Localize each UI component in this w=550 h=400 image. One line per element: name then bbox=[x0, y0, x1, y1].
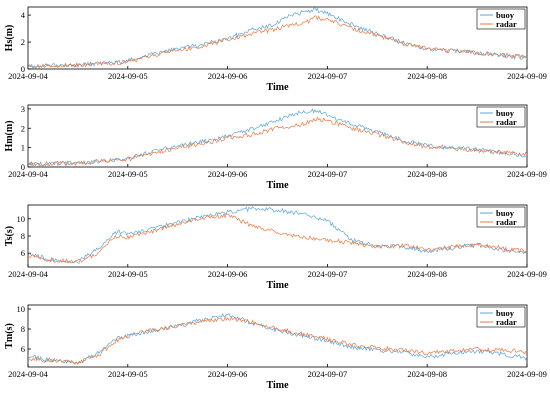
series-line-radar bbox=[28, 116, 527, 167]
x-axis-title: Time bbox=[266, 82, 289, 93]
series-line-radar bbox=[28, 213, 527, 264]
x-tick-label: 2024-09-08 bbox=[407, 269, 447, 279]
plot-frame bbox=[27, 204, 528, 268]
x-tick-label: 2024-09-07 bbox=[308, 369, 348, 379]
legend-label-radar: radar bbox=[496, 217, 517, 227]
legend-label-buoy: buoy bbox=[496, 208, 515, 218]
x-tick-label: 2024-09-05 bbox=[108, 71, 148, 81]
legend-label-radar: radar bbox=[496, 317, 517, 327]
y-tick-label: 8 bbox=[21, 324, 25, 334]
x-tick-label: 2024-09-07 bbox=[308, 169, 348, 179]
legend-label-radar: radar bbox=[496, 117, 517, 127]
y-tick-label: 2 bbox=[21, 123, 25, 133]
x-axis-title: Time bbox=[266, 280, 289, 291]
series-line-radar bbox=[28, 315, 527, 366]
x-tick-label: 2024-09-04 bbox=[8, 71, 48, 81]
y-tick-label: 3 bbox=[21, 104, 25, 114]
x-tick-label: 2024-09-09 bbox=[507, 369, 547, 379]
x-tick-label: 2024-09-07 bbox=[308, 269, 348, 279]
x-tick-label: 2024-09-07 bbox=[308, 71, 348, 81]
series-line-buoy bbox=[28, 205, 527, 264]
y-tick-label: 4 bbox=[21, 10, 26, 20]
panel-4: 6 8 10 2024-09-04 2024-09-05 2024-09-06 2024-0… bbox=[4, 304, 547, 391]
legend-label-buoy: buoy bbox=[496, 108, 515, 118]
y-axis-title: Ts(s) bbox=[4, 226, 15, 246]
y-axis-title: Hm(m) bbox=[4, 120, 15, 151]
x-tick-label: 2024-09-09 bbox=[507, 71, 547, 81]
x-tick-label: 2024-09-05 bbox=[108, 269, 148, 279]
x-tick-label: 2024-09-05 bbox=[108, 369, 148, 379]
y-tick-label: 10 bbox=[17, 304, 26, 314]
y-tick-label: 10 bbox=[17, 214, 26, 224]
y-axis-title: Tm(s) bbox=[4, 323, 15, 349]
y-tick-label: 0 bbox=[21, 162, 25, 172]
x-axis-title: Time bbox=[266, 180, 289, 191]
plot-frame bbox=[27, 304, 528, 368]
panel-3: 6 8 10 2024-09-04 2024-09-05 2024-09-06 2024-0… bbox=[4, 204, 547, 291]
panel-1: 0 2 4 2024-09-04 2024-09-05 2024-09-06 2024-09… bbox=[4, 6, 547, 93]
y-tick-label: 6 bbox=[21, 344, 25, 354]
y-tick-label: 2 bbox=[21, 37, 25, 47]
x-tick-label: 2024-09-04 bbox=[8, 269, 48, 279]
x-tick-label: 2024-09-06 bbox=[208, 71, 248, 81]
legend-label-buoy: buoy bbox=[496, 308, 515, 318]
x-tick-label: 2024-09-08 bbox=[407, 369, 447, 379]
y-axis-title: Hs(m) bbox=[4, 25, 15, 52]
series-line-buoy bbox=[28, 108, 527, 167]
series-line-buoy bbox=[28, 313, 527, 365]
x-tick-label: 2024-09-06 bbox=[208, 169, 248, 179]
legend-label-radar: radar bbox=[496, 19, 517, 29]
y-tick-label: 8 bbox=[21, 231, 25, 241]
x-axis-title: Time bbox=[266, 380, 289, 391]
x-tick-label: 2024-09-04 bbox=[8, 169, 48, 179]
x-tick-label: 2024-09-08 bbox=[407, 71, 447, 81]
x-tick-label: 2024-09-09 bbox=[507, 169, 547, 179]
x-tick-label: 2024-09-09 bbox=[507, 269, 547, 279]
x-tick-label: 2024-09-05 bbox=[108, 169, 148, 179]
series-line-radar bbox=[28, 15, 527, 69]
y-tick-label: 1 bbox=[21, 143, 25, 153]
x-tick-label: 2024-09-04 bbox=[8, 369, 48, 379]
y-tick-label: 0 bbox=[21, 64, 25, 74]
plot-frame bbox=[27, 104, 528, 168]
legend-label-buoy: buoy bbox=[496, 10, 515, 20]
series-line-buoy bbox=[28, 7, 527, 69]
x-tick-label: 2024-09-08 bbox=[407, 169, 447, 179]
panel-2: 0 1 2 3 2024-09-04 2024-09-05 2024-09-06 2024-0… bbox=[4, 104, 547, 191]
x-tick-label: 2024-09-06 bbox=[208, 269, 248, 279]
plot-frame bbox=[27, 6, 528, 70]
y-tick-label: 6 bbox=[21, 248, 25, 258]
x-tick-label: 2024-09-06 bbox=[208, 369, 248, 379]
